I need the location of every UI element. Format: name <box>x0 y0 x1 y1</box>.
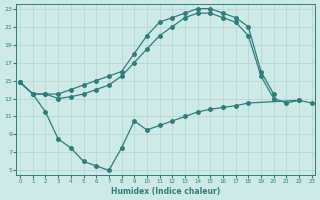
X-axis label: Humidex (Indice chaleur): Humidex (Indice chaleur) <box>111 187 220 196</box>
